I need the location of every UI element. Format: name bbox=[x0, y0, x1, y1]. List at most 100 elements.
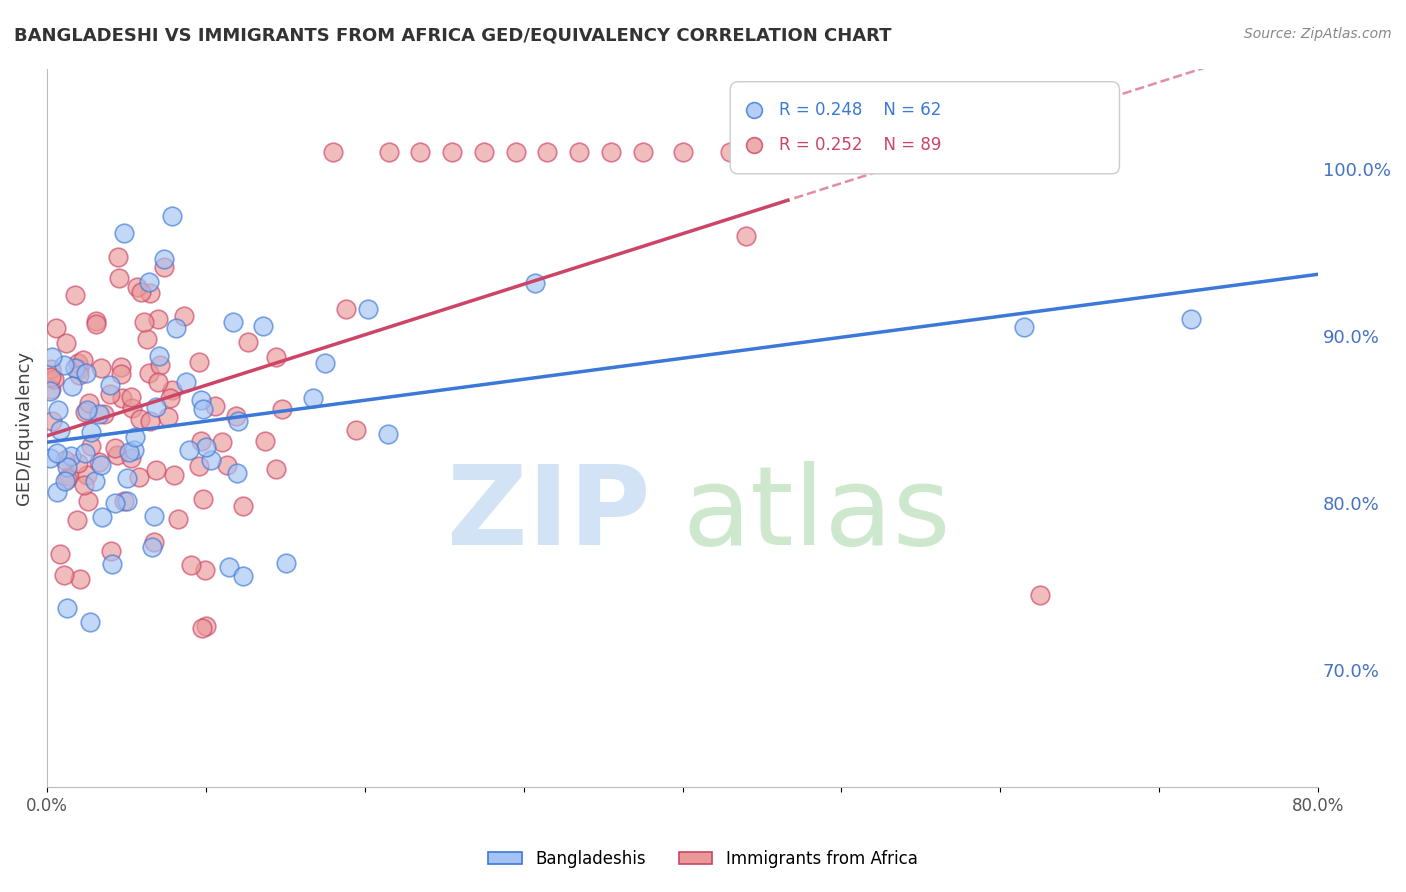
Point bbox=[67, 368, 90, 382]
Point bbox=[187, 458, 209, 473]
Point bbox=[228, 414, 250, 428]
Point bbox=[77, 395, 100, 409]
Point bbox=[125, 280, 148, 294]
Point bbox=[252, 319, 274, 334]
Point bbox=[302, 391, 325, 405]
Point bbox=[39, 369, 62, 384]
Point bbox=[165, 321, 187, 335]
Point bbox=[58, 468, 80, 483]
Point bbox=[191, 492, 214, 507]
Point bbox=[55, 336, 77, 351]
Point bbox=[671, 145, 693, 159]
Point bbox=[39, 384, 62, 399]
Point bbox=[53, 475, 76, 489]
Point bbox=[84, 318, 107, 332]
Point bbox=[76, 468, 98, 483]
Point bbox=[120, 451, 142, 466]
Point bbox=[75, 367, 97, 381]
Point bbox=[735, 228, 758, 243]
Point bbox=[107, 250, 129, 264]
Point bbox=[107, 271, 129, 285]
Point bbox=[60, 379, 83, 393]
Point bbox=[110, 359, 132, 374]
Point bbox=[194, 562, 217, 576]
Point bbox=[180, 558, 202, 572]
Point bbox=[48, 547, 70, 561]
Point bbox=[63, 287, 86, 301]
Point bbox=[98, 378, 121, 392]
Point bbox=[226, 466, 249, 480]
Point bbox=[63, 361, 86, 376]
Point bbox=[472, 145, 495, 159]
Point bbox=[118, 445, 141, 459]
Point bbox=[100, 557, 122, 571]
Y-axis label: GED/Equivalency: GED/Equivalency bbox=[15, 351, 32, 505]
Point bbox=[67, 355, 90, 369]
Point bbox=[129, 285, 152, 299]
Point bbox=[344, 423, 367, 437]
Point bbox=[157, 409, 180, 424]
Point bbox=[176, 375, 198, 389]
Point bbox=[195, 619, 218, 633]
Point bbox=[111, 391, 134, 405]
Point bbox=[409, 145, 432, 159]
Point bbox=[46, 402, 69, 417]
Point bbox=[718, 145, 741, 159]
Point bbox=[335, 301, 357, 316]
Point bbox=[79, 615, 101, 629]
Point bbox=[152, 252, 174, 266]
Point bbox=[91, 510, 114, 524]
Point bbox=[1029, 588, 1052, 602]
Point bbox=[87, 455, 110, 469]
Text: R = 0.248    N = 62: R = 0.248 N = 62 bbox=[779, 102, 942, 120]
Point bbox=[146, 375, 169, 389]
Text: ZIP: ZIP bbox=[447, 461, 651, 568]
Point bbox=[112, 226, 135, 240]
Point bbox=[377, 145, 399, 159]
Point bbox=[148, 349, 170, 363]
Point bbox=[142, 508, 165, 523]
Point bbox=[225, 409, 247, 423]
Point bbox=[60, 449, 83, 463]
Point bbox=[1180, 312, 1202, 326]
Point bbox=[200, 453, 222, 467]
Point bbox=[162, 383, 184, 397]
Point bbox=[276, 556, 298, 570]
Point bbox=[56, 471, 79, 485]
Point bbox=[631, 145, 654, 159]
Point bbox=[271, 402, 294, 417]
Point bbox=[139, 414, 162, 428]
Point bbox=[179, 443, 201, 458]
Point bbox=[238, 335, 260, 350]
Point bbox=[41, 351, 63, 365]
Point bbox=[146, 311, 169, 326]
Point bbox=[67, 361, 90, 376]
Point bbox=[266, 351, 288, 365]
Point bbox=[159, 391, 181, 405]
FancyBboxPatch shape bbox=[730, 82, 1119, 174]
Point bbox=[193, 402, 215, 417]
Point bbox=[568, 145, 591, 159]
Point bbox=[121, 401, 143, 416]
Point bbox=[143, 534, 166, 549]
Point bbox=[80, 425, 103, 439]
Point bbox=[1012, 320, 1035, 334]
Point bbox=[253, 434, 276, 449]
Point bbox=[232, 568, 254, 582]
Point bbox=[167, 512, 190, 526]
Point bbox=[79, 439, 101, 453]
Text: R = 0.252    N = 89: R = 0.252 N = 89 bbox=[779, 136, 942, 154]
Point bbox=[191, 621, 214, 635]
Point bbox=[128, 412, 150, 426]
Point bbox=[766, 145, 789, 159]
Point bbox=[742, 103, 765, 118]
Point bbox=[90, 458, 112, 472]
Point bbox=[204, 399, 226, 413]
Point bbox=[524, 276, 547, 290]
Point bbox=[149, 358, 172, 372]
Point bbox=[190, 434, 212, 448]
Point bbox=[124, 430, 146, 444]
Point bbox=[100, 543, 122, 558]
Point bbox=[93, 407, 115, 421]
Point bbox=[42, 372, 65, 386]
